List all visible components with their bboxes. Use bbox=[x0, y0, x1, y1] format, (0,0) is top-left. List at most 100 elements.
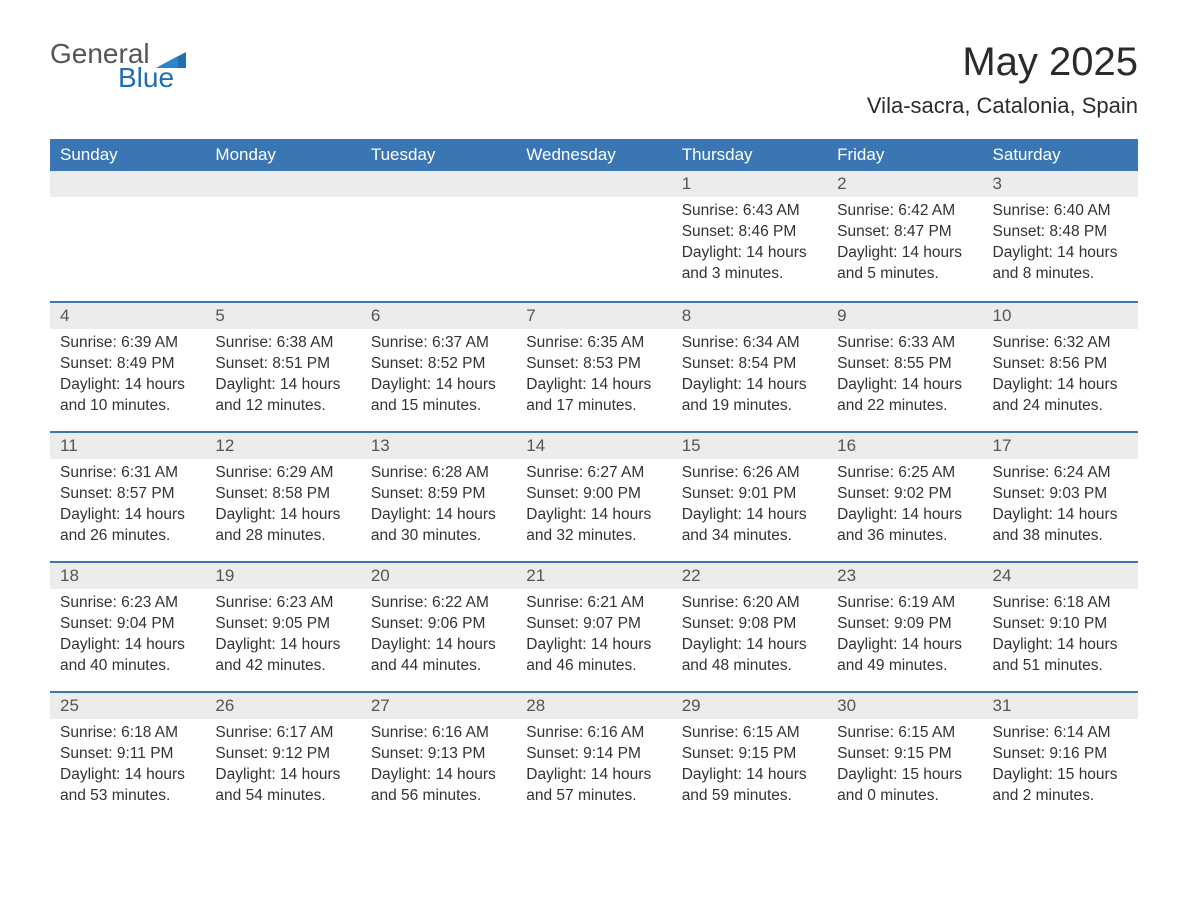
day-data: Sunrise: 6:23 AMSunset: 9:05 PMDaylight:… bbox=[205, 589, 360, 689]
sunset-text: Sunset: 9:09 PM bbox=[837, 614, 972, 635]
calendar-day-cell bbox=[50, 171, 205, 301]
calendar-day-cell: 14Sunrise: 6:27 AMSunset: 9:00 PMDayligh… bbox=[516, 431, 671, 561]
sunset-text: Sunset: 8:51 PM bbox=[215, 354, 350, 375]
daylight-text: Daylight: 14 hours and 26 minutes. bbox=[60, 505, 195, 547]
daylight-text: Daylight: 14 hours and 15 minutes. bbox=[371, 375, 506, 417]
calendar-day-cell: 3Sunrise: 6:40 AMSunset: 8:48 PMDaylight… bbox=[983, 171, 1138, 301]
day-header: Tuesday bbox=[361, 139, 516, 171]
daylight-text: Daylight: 14 hours and 49 minutes. bbox=[837, 635, 972, 677]
calendar-day-cell: 13Sunrise: 6:28 AMSunset: 8:59 PMDayligh… bbox=[361, 431, 516, 561]
daylight-text: Daylight: 14 hours and 30 minutes. bbox=[371, 505, 506, 547]
day-data: Sunrise: 6:40 AMSunset: 8:48 PMDaylight:… bbox=[983, 197, 1138, 297]
day-header: Wednesday bbox=[516, 139, 671, 171]
calendar-day-cell: 30Sunrise: 6:15 AMSunset: 9:15 PMDayligh… bbox=[827, 691, 982, 821]
daylight-text: Daylight: 14 hours and 51 minutes. bbox=[993, 635, 1128, 677]
sunset-text: Sunset: 9:15 PM bbox=[682, 744, 817, 765]
sunrise-text: Sunrise: 6:23 AM bbox=[60, 593, 195, 614]
calendar-day-cell: 22Sunrise: 6:20 AMSunset: 9:08 PMDayligh… bbox=[672, 561, 827, 691]
sunset-text: Sunset: 8:55 PM bbox=[837, 354, 972, 375]
calendar-week-row: 25Sunrise: 6:18 AMSunset: 9:11 PMDayligh… bbox=[50, 691, 1138, 821]
sunrise-text: Sunrise: 6:17 AM bbox=[215, 723, 350, 744]
page-title: May 2025 bbox=[867, 40, 1138, 85]
calendar-day-cell bbox=[205, 171, 360, 301]
daylight-text: Daylight: 14 hours and 19 minutes. bbox=[682, 375, 817, 417]
sunset-text: Sunset: 9:16 PM bbox=[993, 744, 1128, 765]
day-data: Sunrise: 6:35 AMSunset: 8:53 PMDaylight:… bbox=[516, 329, 671, 429]
calendar-day-cell: 24Sunrise: 6:18 AMSunset: 9:10 PMDayligh… bbox=[983, 561, 1138, 691]
day-number: 25 bbox=[50, 693, 205, 719]
daylight-text: Daylight: 14 hours and 56 minutes. bbox=[371, 765, 506, 807]
day-number: 2 bbox=[827, 171, 982, 197]
day-number: 15 bbox=[672, 433, 827, 459]
day-number: 29 bbox=[672, 693, 827, 719]
calendar-day-cell: 12Sunrise: 6:29 AMSunset: 8:58 PMDayligh… bbox=[205, 431, 360, 561]
day-data: Sunrise: 6:42 AMSunset: 8:47 PMDaylight:… bbox=[827, 197, 982, 297]
sunrise-text: Sunrise: 6:16 AM bbox=[526, 723, 661, 744]
sunrise-text: Sunrise: 6:31 AM bbox=[60, 463, 195, 484]
sunrise-text: Sunrise: 6:27 AM bbox=[526, 463, 661, 484]
day-number: 28 bbox=[516, 693, 671, 719]
day-header: Sunday bbox=[50, 139, 205, 171]
sunrise-text: Sunrise: 6:15 AM bbox=[837, 723, 972, 744]
sunrise-text: Sunrise: 6:37 AM bbox=[371, 333, 506, 354]
daylight-text: Daylight: 14 hours and 8 minutes. bbox=[993, 243, 1128, 285]
calendar-day-cell: 25Sunrise: 6:18 AMSunset: 9:11 PMDayligh… bbox=[50, 691, 205, 821]
sunset-text: Sunset: 8:54 PM bbox=[682, 354, 817, 375]
sunset-text: Sunset: 9:02 PM bbox=[837, 484, 972, 505]
sunrise-text: Sunrise: 6:20 AM bbox=[682, 593, 817, 614]
sunset-text: Sunset: 8:49 PM bbox=[60, 354, 195, 375]
day-data: Sunrise: 6:24 AMSunset: 9:03 PMDaylight:… bbox=[983, 459, 1138, 559]
sunset-text: Sunset: 9:04 PM bbox=[60, 614, 195, 635]
calendar-day-cell: 5Sunrise: 6:38 AMSunset: 8:51 PMDaylight… bbox=[205, 301, 360, 431]
daylight-text: Daylight: 14 hours and 24 minutes. bbox=[993, 375, 1128, 417]
calendar-day-cell: 2Sunrise: 6:42 AMSunset: 8:47 PMDaylight… bbox=[827, 171, 982, 301]
day-number bbox=[50, 171, 205, 197]
day-number: 17 bbox=[983, 433, 1138, 459]
calendar-day-cell: 1Sunrise: 6:43 AMSunset: 8:46 PMDaylight… bbox=[672, 171, 827, 301]
sunrise-text: Sunrise: 6:16 AM bbox=[371, 723, 506, 744]
sunrise-text: Sunrise: 6:35 AM bbox=[526, 333, 661, 354]
day-data: Sunrise: 6:28 AMSunset: 8:59 PMDaylight:… bbox=[361, 459, 516, 559]
daylight-text: Daylight: 14 hours and 36 minutes. bbox=[837, 505, 972, 547]
day-data: Sunrise: 6:18 AMSunset: 9:11 PMDaylight:… bbox=[50, 719, 205, 819]
day-number: 9 bbox=[827, 303, 982, 329]
day-data: Sunrise: 6:31 AMSunset: 8:57 PMDaylight:… bbox=[50, 459, 205, 559]
daylight-text: Daylight: 14 hours and 12 minutes. bbox=[215, 375, 350, 417]
daylight-text: Daylight: 14 hours and 44 minutes. bbox=[371, 635, 506, 677]
day-data bbox=[516, 197, 671, 213]
day-data bbox=[361, 197, 516, 213]
daylight-text: Daylight: 14 hours and 40 minutes. bbox=[60, 635, 195, 677]
location-subtitle: Vila-sacra, Catalonia, Spain bbox=[867, 93, 1138, 119]
day-number: 23 bbox=[827, 563, 982, 589]
calendar-page: General Blue May 2025 Vila-sacra, Catalo… bbox=[0, 0, 1188, 861]
day-number: 27 bbox=[361, 693, 516, 719]
day-data bbox=[205, 197, 360, 213]
logo: General Blue bbox=[50, 40, 186, 92]
calendar-day-cell: 21Sunrise: 6:21 AMSunset: 9:07 PMDayligh… bbox=[516, 561, 671, 691]
daylight-text: Daylight: 14 hours and 38 minutes. bbox=[993, 505, 1128, 547]
calendar-day-cell: 27Sunrise: 6:16 AMSunset: 9:13 PMDayligh… bbox=[361, 691, 516, 821]
daylight-text: Daylight: 14 hours and 59 minutes. bbox=[682, 765, 817, 807]
calendar-day-cell: 31Sunrise: 6:14 AMSunset: 9:16 PMDayligh… bbox=[983, 691, 1138, 821]
day-data bbox=[50, 197, 205, 213]
sunrise-text: Sunrise: 6:18 AM bbox=[993, 593, 1128, 614]
daylight-text: Daylight: 14 hours and 53 minutes. bbox=[60, 765, 195, 807]
sunset-text: Sunset: 8:56 PM bbox=[993, 354, 1128, 375]
day-header: Saturday bbox=[983, 139, 1138, 171]
sunrise-text: Sunrise: 6:14 AM bbox=[993, 723, 1128, 744]
sunset-text: Sunset: 8:48 PM bbox=[993, 222, 1128, 243]
day-header: Monday bbox=[205, 139, 360, 171]
daylight-text: Daylight: 14 hours and 42 minutes. bbox=[215, 635, 350, 677]
day-data: Sunrise: 6:15 AMSunset: 9:15 PMDaylight:… bbox=[672, 719, 827, 819]
sunset-text: Sunset: 9:08 PM bbox=[682, 614, 817, 635]
day-number: 1 bbox=[672, 171, 827, 197]
day-data: Sunrise: 6:34 AMSunset: 8:54 PMDaylight:… bbox=[672, 329, 827, 429]
day-number: 13 bbox=[361, 433, 516, 459]
sunrise-text: Sunrise: 6:18 AM bbox=[60, 723, 195, 744]
sunset-text: Sunset: 8:58 PM bbox=[215, 484, 350, 505]
day-data: Sunrise: 6:22 AMSunset: 9:06 PMDaylight:… bbox=[361, 589, 516, 689]
daylight-text: Daylight: 14 hours and 54 minutes. bbox=[215, 765, 350, 807]
sunrise-text: Sunrise: 6:21 AM bbox=[526, 593, 661, 614]
day-data: Sunrise: 6:23 AMSunset: 9:04 PMDaylight:… bbox=[50, 589, 205, 689]
day-data: Sunrise: 6:32 AMSunset: 8:56 PMDaylight:… bbox=[983, 329, 1138, 429]
